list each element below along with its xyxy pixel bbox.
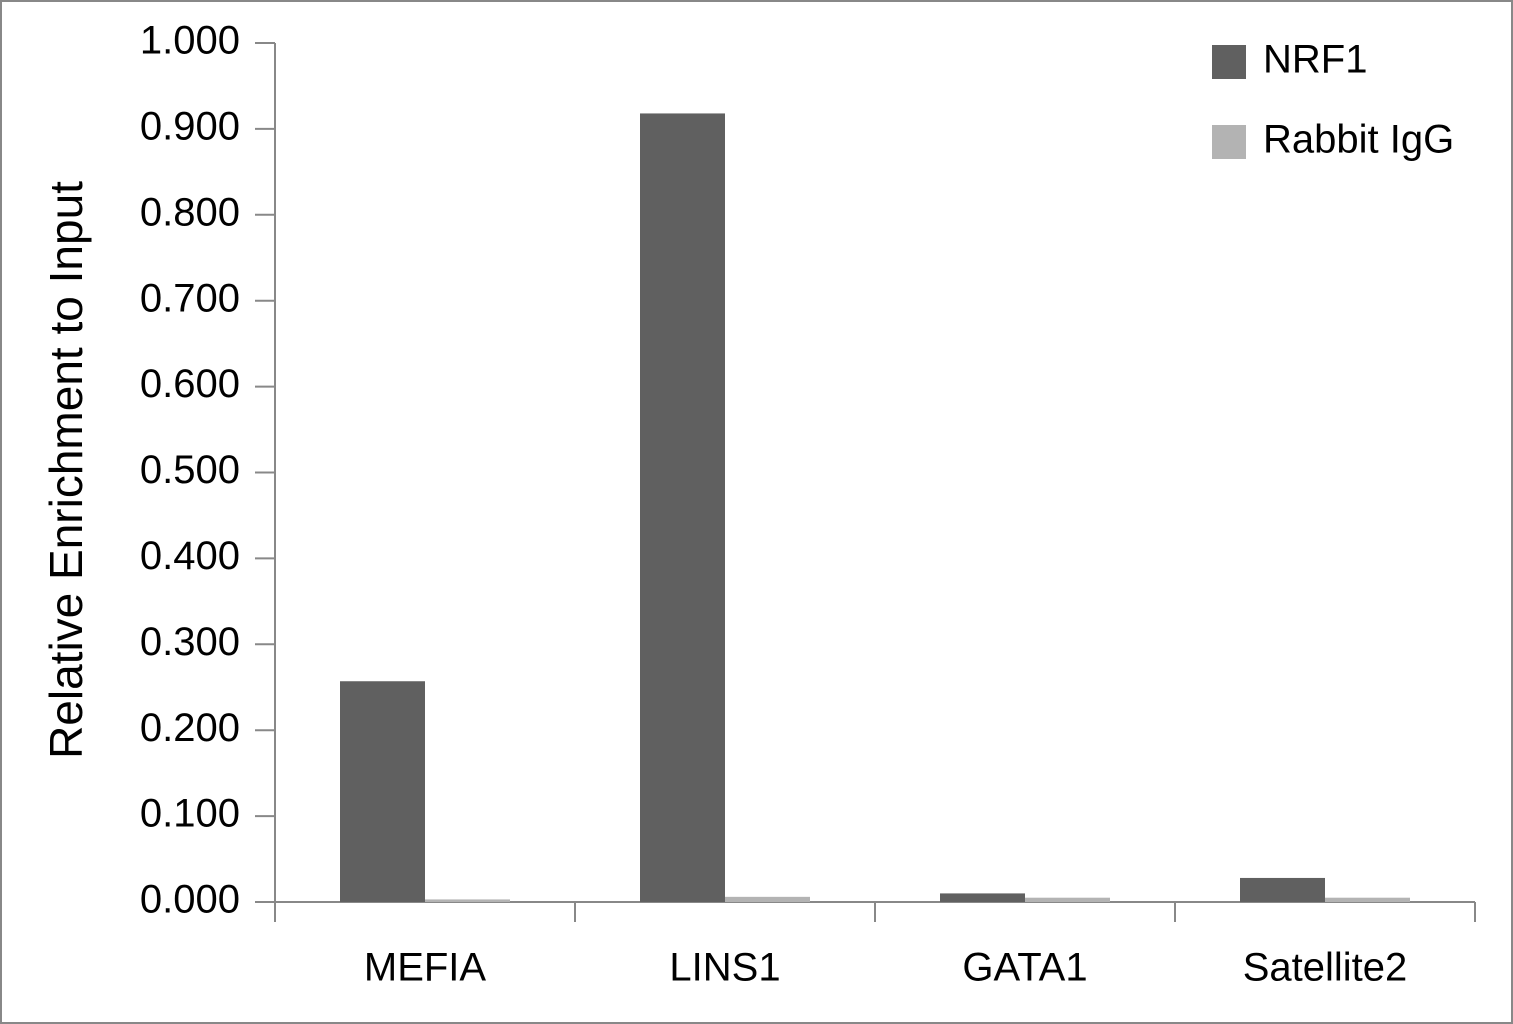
bar: [725, 896, 810, 902]
y-tick-label: 0.000: [140, 878, 240, 922]
x-tick-label: GATA1: [962, 946, 1087, 990]
y-tick-label: 0.200: [140, 706, 240, 750]
y-tick-label: 0.800: [140, 190, 240, 234]
bar: [1025, 897, 1110, 902]
legend-label: NRF1: [1263, 38, 1367, 82]
bar: [640, 113, 725, 903]
x-tick-label: Satellite2: [1243, 946, 1408, 990]
bar: [1325, 897, 1410, 902]
bar: [940, 893, 1025, 902]
y-tick-label: 0.500: [140, 448, 240, 492]
y-tick-label: 1.000: [140, 19, 240, 63]
x-tick-label: MEFIA: [364, 946, 487, 990]
y-tick-label: 0.400: [140, 534, 240, 578]
legend-swatch: [1212, 45, 1246, 79]
y-tick-label: 0.700: [140, 276, 240, 320]
y-tick-label: 0.300: [140, 620, 240, 664]
y-axis-label: Relative Enrichment to Input: [40, 181, 92, 759]
bar: [425, 899, 510, 902]
legend-label: Rabbit IgG: [1263, 118, 1454, 162]
bar: [1240, 877, 1325, 902]
y-tick-label: 0.900: [140, 104, 240, 148]
bar: [340, 681, 425, 902]
y-tick-label: 0.600: [140, 362, 240, 406]
legend-swatch: [1212, 125, 1246, 159]
y-tick-label: 0.100: [140, 792, 240, 836]
x-tick-label: LINS1: [669, 946, 780, 990]
